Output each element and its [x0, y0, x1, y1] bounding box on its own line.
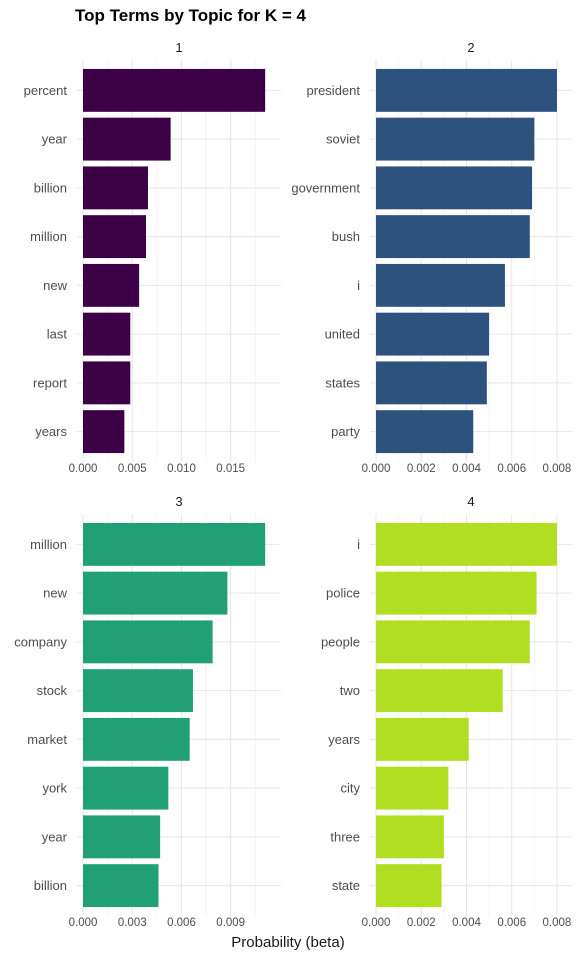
- category-label: year: [42, 829, 68, 844]
- x-tick-label: 0.015: [216, 463, 245, 475]
- bar-percent: [83, 68, 266, 112]
- category-label: three: [330, 829, 360, 844]
- bar-people: [376, 620, 530, 664]
- category-label: police: [326, 586, 360, 601]
- x-tick-label: 0.008: [543, 917, 572, 929]
- category-label: last: [47, 327, 68, 342]
- category-label: york: [42, 781, 67, 796]
- category-label: state: [332, 878, 360, 893]
- bar-years: [376, 717, 469, 761]
- x-tick-label: 0.000: [69, 917, 98, 929]
- bar-year: [83, 117, 171, 161]
- category-label: market: [27, 732, 67, 747]
- bar-york: [83, 766, 169, 810]
- category-label: party: [331, 424, 360, 439]
- category-label: two: [340, 683, 360, 698]
- x-tick-label: 0.004: [452, 917, 481, 929]
- panel-title: 2: [467, 40, 474, 55]
- bar-government: [376, 166, 533, 210]
- bar-stock: [83, 669, 193, 713]
- x-axis-label: Probability (beta): [231, 934, 345, 951]
- bar-states: [376, 361, 487, 405]
- category-label: government: [291, 180, 360, 195]
- bar-president: [376, 68, 557, 112]
- bar-million: [83, 215, 147, 259]
- x-tick-label: 0.009: [216, 917, 245, 929]
- bar-state: [376, 864, 442, 908]
- category-label: years: [35, 424, 67, 439]
- panel-title: 3: [175, 494, 182, 509]
- x-tick-label: 0.003: [118, 917, 147, 929]
- bar-three: [376, 815, 444, 859]
- category-label: united: [325, 327, 360, 342]
- category-label: years: [328, 732, 360, 747]
- category-label: billion: [34, 180, 67, 195]
- bar-city: [376, 766, 449, 810]
- x-tick-label: 0.002: [407, 917, 436, 929]
- bar-year: [83, 815, 161, 859]
- category-label: soviet: [326, 132, 360, 147]
- bar-billion: [83, 166, 148, 210]
- x-tick-label: 0.006: [497, 463, 526, 475]
- category-label: company: [14, 634, 67, 649]
- panel-4: 4 i police people two years city three state 0.00…: [321, 494, 572, 929]
- bar-last: [83, 312, 131, 356]
- x-tick-label: 0.010: [167, 463, 196, 475]
- category-label: city: [341, 781, 361, 796]
- bar-party: [376, 410, 474, 454]
- category-label: bush: [332, 229, 360, 244]
- bar-two: [376, 669, 503, 713]
- category-label: percent: [24, 83, 68, 98]
- category-label: report: [33, 375, 67, 390]
- category-label: new: [43, 278, 67, 293]
- x-tick-label: 0.000: [362, 917, 391, 929]
- category-label: states: [325, 375, 360, 390]
- bar-police: [376, 571, 537, 615]
- x-tick-label: 0.000: [362, 463, 391, 475]
- chart-title: Top Terms by Topic for K = 4: [75, 6, 306, 25]
- panel-title: 1: [175, 40, 182, 55]
- panel-1: 1 percent year billion million new last report y…: [24, 40, 281, 475]
- category-label: million: [30, 537, 67, 552]
- bar-million: [83, 522, 266, 566]
- panel-2: 2 president soviet government bush i united sta…: [291, 40, 572, 475]
- x-tick-label: 0.000: [69, 463, 98, 475]
- panel-title: 4: [467, 494, 474, 509]
- x-tick-label: 0.006: [497, 917, 526, 929]
- bar-united: [376, 312, 490, 356]
- x-tick-label: 0.004: [452, 463, 481, 475]
- category-label: people: [321, 634, 360, 649]
- category-label: billion: [34, 878, 67, 893]
- bar-billion: [83, 864, 159, 908]
- bar-bush: [376, 215, 530, 259]
- category-label: year: [42, 132, 68, 147]
- category-label: new: [43, 586, 67, 601]
- bar-market: [83, 717, 190, 761]
- bar-i: [376, 522, 557, 566]
- bar-i: [376, 263, 505, 307]
- bar-years: [83, 410, 125, 454]
- bar-report: [83, 361, 131, 405]
- category-label: stock: [37, 683, 68, 698]
- bar-company: [83, 620, 213, 664]
- category-label: i: [357, 278, 360, 293]
- panel-3: 3 million new company stock market york year bil…: [14, 494, 281, 929]
- x-tick-label: 0.005: [118, 463, 147, 475]
- x-tick-label: 0.006: [167, 917, 196, 929]
- bar-new: [83, 263, 140, 307]
- x-tick-label: 0.002: [407, 463, 436, 475]
- category-label: i: [357, 537, 360, 552]
- category-label: president: [307, 83, 361, 98]
- bar-soviet: [376, 117, 535, 161]
- category-label: million: [30, 229, 67, 244]
- x-tick-label: 0.008: [543, 463, 572, 475]
- bar-new: [83, 571, 228, 615]
